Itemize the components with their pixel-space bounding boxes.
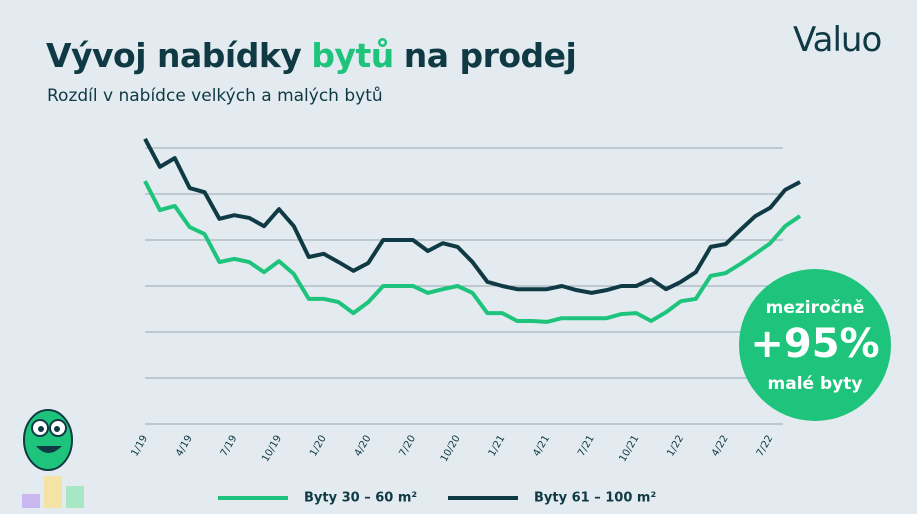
mascot [22, 409, 84, 508]
x-tick-label: 1/20 [308, 434, 329, 459]
x-tick-label: 1/19 [129, 434, 150, 459]
x-tick-label: 10/19 [260, 434, 284, 464]
x-tick-label: 4/20 [353, 434, 374, 459]
x-tick-label: 10/20 [439, 434, 463, 464]
x-tick-label: 7/19 [219, 434, 240, 459]
x-tick-label: 1/22 [665, 434, 686, 459]
title-highlight: bytů [311, 36, 394, 75]
title-part: Vývoj nabídky [46, 36, 302, 75]
x-tick-label: 4/21 [531, 434, 552, 459]
series-line [143, 180, 802, 324]
x-tick-label: 7/20 [397, 434, 418, 459]
x-tick-label: 10/21 [618, 434, 642, 464]
legend-label: Byty 61 – 100 m² [534, 491, 656, 506]
x-tick-label: 4/22 [710, 434, 731, 459]
legend-label: Byty 30 – 60 m² [304, 491, 417, 506]
x-tick-label: 4/19 [174, 434, 195, 459]
x-tick-label: 7/21 [576, 434, 597, 459]
badge-circle [739, 269, 891, 421]
x-tick-label: 1/21 [487, 433, 508, 458]
series-line [143, 137, 801, 295]
chart-title: Vývoj nabídky bytů na prodej [46, 36, 586, 75]
badge-value: +95% [750, 321, 879, 367]
badge-top: meziročně [766, 298, 865, 318]
title-part: na prodej [403, 36, 577, 75]
badge-bottom: malé byty [768, 374, 863, 394]
x-tick-label: 7/22 [755, 434, 776, 459]
subtitle: Rozdíl v nabídce velkých a malých bytů [47, 86, 383, 106]
logo: Valuo [793, 20, 882, 60]
